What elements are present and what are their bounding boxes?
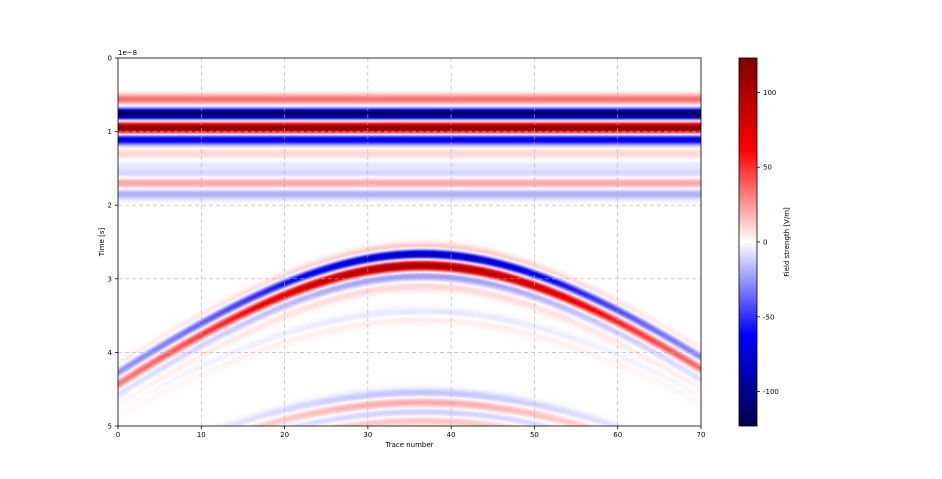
colorbar-tick-label: 100	[763, 89, 776, 97]
colorbar-gradient	[738, 57, 758, 427]
colorbar: 100 50 0 -50 -100 Field strength [V/m]	[738, 57, 791, 427]
x-tick-label: 60	[613, 431, 622, 439]
x-axis-label: Trace number	[384, 441, 433, 449]
colorbar-tick-label: -50	[763, 313, 774, 321]
plot-area	[117, 57, 702, 427]
y-axis: 0 1 2 3 4 5	[108, 55, 118, 431]
colorbar-tick-label: 0	[763, 239, 767, 247]
y-tick-label: 4	[108, 349, 113, 357]
colorbar-ticks: 100 50 0 -50 -100	[757, 89, 779, 396]
y-tick-label: 2	[108, 202, 112, 210]
colorbar-label: Field strength [V/m]	[783, 207, 791, 277]
y-offset-label: 1e−8	[118, 49, 137, 57]
x-tick-label: 70	[697, 431, 706, 439]
heatmap-image	[118, 58, 701, 426]
x-tick-label: 30	[363, 431, 372, 439]
colorbar-tick-label: 50	[763, 164, 772, 172]
x-tick-label: 0	[116, 431, 120, 439]
colorbar-tick-label: -100	[763, 388, 779, 396]
x-tick-label: 20	[280, 431, 289, 439]
y-tick-label: 0	[108, 55, 112, 63]
plot-frame	[117, 57, 702, 427]
grid	[118, 58, 701, 426]
x-axis: 0 10 20 30 40 50 60 70	[116, 426, 706, 439]
y-axis-label: Time [s]	[98, 228, 106, 258]
x-tick-label: 40	[447, 431, 456, 439]
y-tick-label: 3	[108, 275, 112, 283]
y-tick-label: 1	[108, 128, 112, 136]
x-tick-label: 10	[197, 431, 206, 439]
x-tick-label: 50	[530, 431, 539, 439]
y-tick-label: 5	[108, 423, 112, 431]
